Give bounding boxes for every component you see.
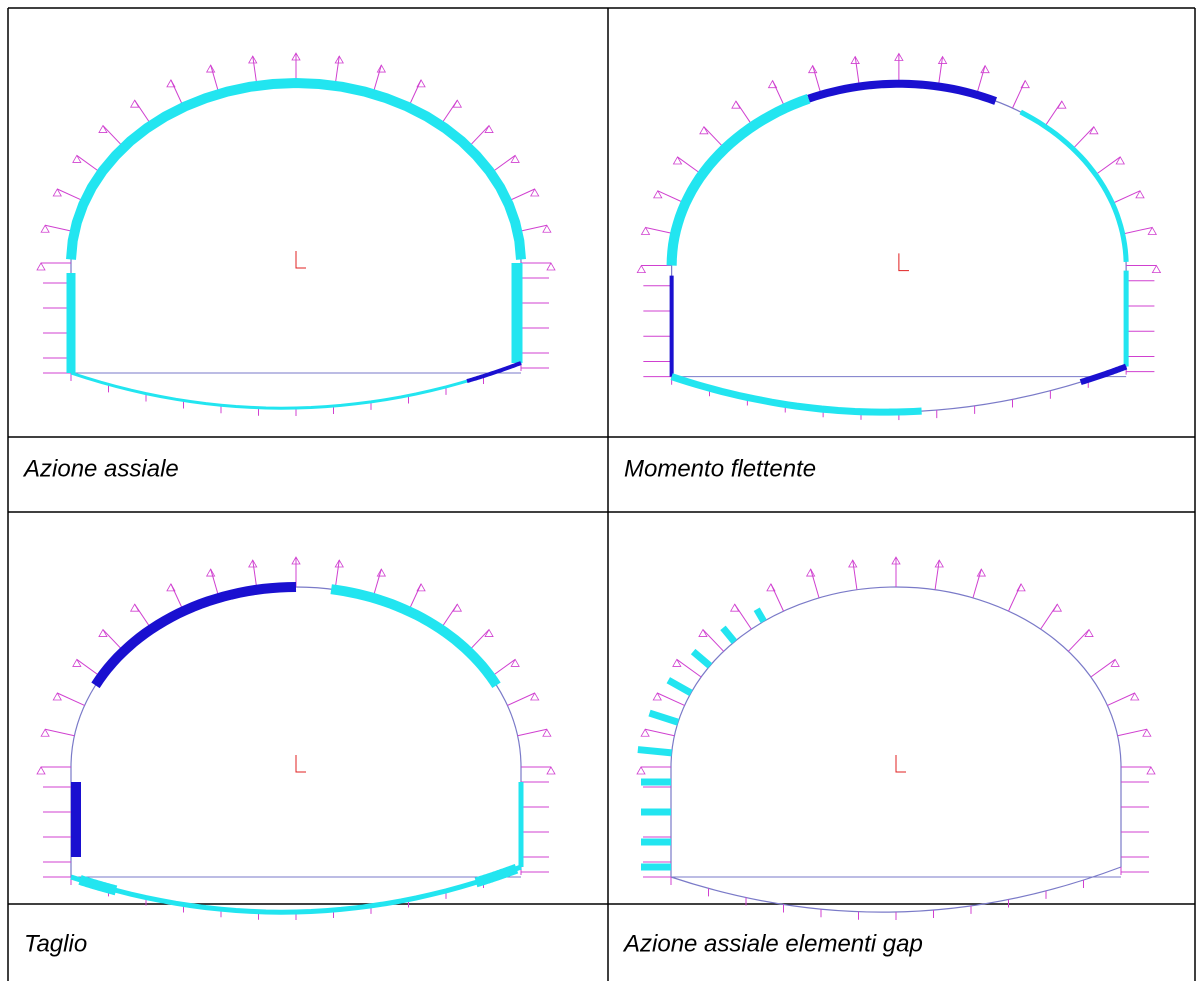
tunnel-diagram	[37, 557, 555, 920]
force-band	[1021, 112, 1126, 262]
tunnel-diagram	[637, 557, 1155, 920]
force-band	[80, 880, 116, 891]
force-band	[476, 869, 517, 883]
force-band	[96, 587, 297, 685]
support	[637, 767, 645, 774]
spring	[1107, 693, 1134, 705]
gap-element-band	[757, 609, 764, 621]
axis-marker	[296, 755, 306, 772]
spring	[973, 569, 981, 598]
gap-element-band	[668, 680, 691, 693]
spring	[1096, 157, 1121, 175]
force-band	[1081, 367, 1126, 383]
spring	[1073, 127, 1094, 149]
support	[1111, 659, 1119, 666]
caption: Momento flettente	[624, 455, 816, 482]
axis-marker	[896, 755, 906, 772]
force-band	[71, 867, 521, 912]
tunnel-diagram	[637, 53, 1160, 420]
force-band	[71, 83, 521, 259]
support	[673, 157, 681, 164]
support	[37, 767, 45, 774]
force-band	[71, 363, 521, 408]
table-borders	[8, 8, 1195, 981]
gap-element-band	[650, 713, 679, 722]
support	[73, 155, 81, 162]
document-table: Azione assiale Momento flettente Taglio …	[0, 0, 1196, 981]
support	[37, 263, 45, 270]
page: {"captions": ["Azione assiale", "Momento…	[0, 0, 1196, 981]
spring	[677, 659, 701, 677]
spring	[45, 729, 74, 735]
force-band	[331, 589, 496, 685]
spring	[1068, 630, 1089, 652]
caption: Azione assiale elementi gap	[622, 930, 923, 957]
caption: Azione assiale	[22, 455, 179, 482]
spring	[811, 569, 819, 598]
force-band	[672, 99, 809, 266]
spring	[703, 630, 724, 652]
support	[637, 266, 645, 273]
force-band	[467, 363, 521, 381]
support	[73, 659, 81, 666]
spring	[507, 693, 534, 705]
spring	[1123, 227, 1153, 234]
gap-element-band	[723, 628, 734, 642]
gap-element-band	[693, 652, 710, 666]
caption: Taglio	[24, 930, 87, 957]
spring	[813, 66, 821, 95]
spring	[657, 693, 684, 705]
support	[1152, 266, 1160, 273]
support	[1147, 767, 1155, 774]
spring	[645, 729, 674, 735]
spring	[57, 693, 84, 705]
spring	[1118, 729, 1147, 735]
support	[547, 263, 555, 270]
spring	[1112, 191, 1140, 204]
spring	[1091, 659, 1115, 677]
axis-marker	[899, 253, 909, 270]
support	[547, 767, 555, 774]
support	[673, 659, 681, 666]
force-band	[809, 84, 996, 101]
support	[1116, 157, 1124, 164]
axis-marker	[296, 251, 306, 268]
support	[511, 659, 519, 666]
tunnel-diagram	[37, 53, 555, 416]
spring	[518, 729, 547, 735]
support	[511, 155, 519, 162]
gap-element-band	[638, 750, 672, 753]
spring	[977, 66, 985, 95]
tunnel-outline	[671, 587, 1121, 912]
